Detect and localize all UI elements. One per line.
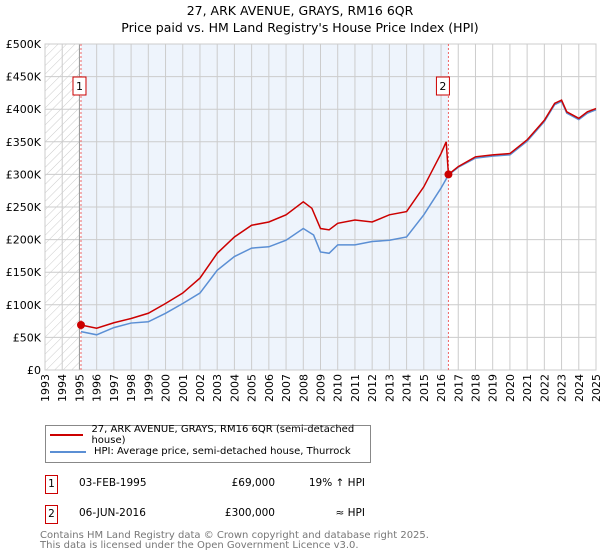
annotation-box (72, 76, 87, 96)
chart-title: 27, ARK AVENUE, GRAYS, RM16 6QR Price pai… (0, 2, 600, 36)
price-chart: 1993 1994 1995 1996 1997 1998 1999 2000 2001 2002… (6, 38, 600, 402)
y-tick-label: £0 (27, 364, 41, 377)
y-tick-label: £500K (6, 38, 42, 51)
x-tick-label: 2011 (349, 374, 362, 402)
x-tick-label: 2016 (435, 374, 448, 402)
price: £69,000 (231, 477, 275, 489)
date: 06-JUN-2016 (79, 507, 146, 519)
y-tick-label: £250K (6, 201, 42, 214)
y-tick-label: £400K (6, 103, 42, 116)
x-tick-label: 1996 (91, 374, 104, 402)
blue-line-swatch (50, 450, 86, 453)
hpi-comparison: 19% ↑ HPI (308, 477, 365, 489)
legend-item-hpi: HPI: Average price, semi-detached house,… (46, 443, 370, 460)
x-tick-label: 1998 (125, 374, 138, 402)
y-tick-label: £200K (6, 234, 42, 247)
x-tick-label: 2002 (194, 374, 207, 402)
x-tick-label: 2015 (418, 374, 431, 402)
red-line-swatch (50, 433, 84, 436)
x-tick-label: 2019 (487, 374, 500, 402)
sale-point (444, 170, 453, 179)
annotation-label: 2 (439, 80, 446, 93)
legend: 27, ARK AVENUE, GRAYS, RM16 6QR (semi-de… (45, 423, 371, 463)
x-tick-label: 2001 (177, 374, 190, 402)
x-tick-label: 1994 (56, 374, 69, 402)
x-tick-label: 2023 (556, 374, 569, 402)
x-tick-label: 2007 (280, 374, 293, 402)
legend-label: 27, ARK AVENUE, GRAYS, RM16 6QR (semi-de… (91, 423, 355, 446)
x-tick-label: 1995 (73, 374, 86, 402)
hpi-comparison: ≈ HPI (335, 507, 365, 519)
y-tick-label: £100K (6, 299, 42, 312)
x-tick-label: 2024 (573, 374, 586, 402)
x-tick-label: 2008 (297, 374, 310, 402)
marker-badge: 2 (45, 505, 58, 524)
hpi-line (80, 100, 597, 336)
legend-label: HPI: Average price, semi-detached house,… (94, 446, 351, 457)
y-tick-label: £450K (6, 71, 42, 84)
x-tick-label: 2022 (538, 374, 551, 402)
footer-line: Contains HM Land Registry data © Crown c… (40, 530, 429, 541)
transaction-row: 1 03-FEB-1995 £69,000 19% ↑ HPI (45, 475, 385, 495)
x-tick-label: 2005 (246, 374, 259, 402)
x-tick-label: 1997 (108, 374, 121, 402)
x-tick-label: 2009 (315, 374, 328, 402)
title-line: 27, ARK AVENUE, GRAYS, RM16 6QR (186, 3, 414, 18)
plot-frame (44, 43, 597, 371)
x-tick-label: 2003 (211, 374, 224, 402)
y-tick-label: £50K (13, 331, 42, 344)
x-tick-label: 1999 (142, 374, 155, 402)
marker-badge: 1 (45, 475, 58, 494)
x-tick-label: 2006 (263, 374, 276, 402)
subtitle-line: Price paid vs. HM Land Registry's House … (121, 20, 479, 35)
y-tick-label: £350K (6, 136, 42, 149)
footer-line: This data is licensed under the Open Gov… (40, 540, 359, 551)
x-tick-label: 1993 (39, 374, 52, 402)
x-tick-label: 2000 (160, 374, 173, 402)
x-tick-label: 2014 (401, 374, 414, 402)
annotation-label: 1 (76, 80, 83, 93)
legend-item-property: 27, ARK AVENUE, GRAYS, RM16 6QR (semi-de… (46, 423, 370, 446)
x-tick-label: 2020 (504, 374, 517, 402)
x-tick-label: 2012 (366, 374, 379, 402)
x-tick-label: 2021 (521, 374, 534, 402)
price: £300,000 (224, 507, 275, 519)
x-tick-label: 2004 (228, 374, 241, 402)
sale-point (76, 321, 85, 330)
date: 03-FEB-1995 (79, 477, 147, 489)
footer: Contains HM Land Registry data © Crown c… (40, 531, 429, 551)
transaction-row: 2 06-JUN-2016 £300,000 ≈ HPI (45, 505, 385, 525)
x-tick-label: 2018 (469, 374, 482, 402)
x-tick-label: 2010 (332, 374, 345, 402)
y-tick-label: £150K (6, 266, 42, 279)
y-tick-label: £300K (6, 168, 42, 181)
x-tick-label: 2025 (590, 374, 600, 402)
property-price-line (80, 99, 597, 330)
x-tick-label: 2017 (452, 374, 465, 402)
annotation-box (435, 76, 450, 96)
x-tick-label: 2013 (383, 374, 396, 402)
